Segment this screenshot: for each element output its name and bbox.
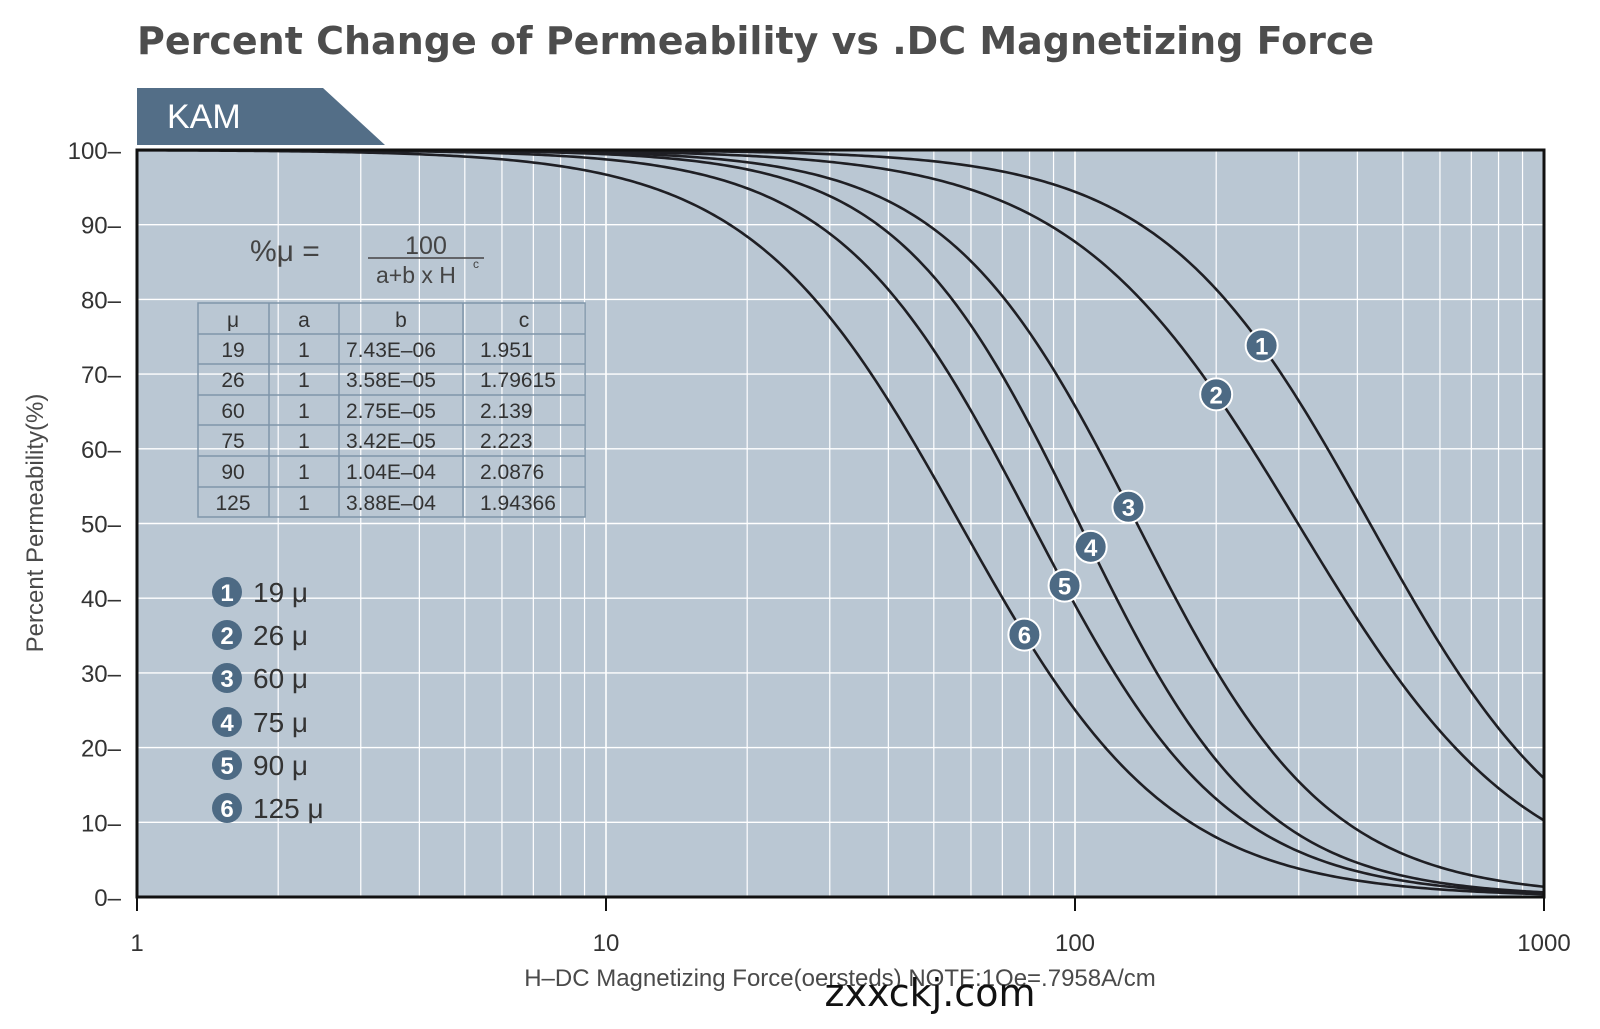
table-cell: 2.139: [480, 400, 533, 423]
table-cell: 7.43E–06: [346, 339, 436, 362]
curve-marker-number: 4: [1084, 535, 1098, 562]
formula: %μ = 100 a+b x H c: [250, 232, 484, 288]
table-cell: 3.88E–04: [346, 492, 436, 515]
table-header-cell: a: [298, 309, 310, 332]
y-axis-label: Percent Permeability(%): [22, 394, 49, 653]
formula-numerator: 100: [405, 232, 447, 260]
formula-exponent: c: [473, 257, 479, 271]
table-cell: 26: [221, 369, 244, 392]
table-cell: 75: [221, 430, 244, 453]
x-tick-label: 1000: [1517, 930, 1570, 957]
formula-lhs: %μ =: [250, 235, 320, 268]
table-cell: 1: [298, 430, 310, 453]
legend-label-4: 75 μ: [253, 707, 308, 738]
legend-badge-number: 1: [220, 580, 233, 607]
y-tick-label: 100–: [68, 138, 122, 165]
table-cell: 125: [215, 492, 250, 515]
curve-marker-3: [1111, 489, 1146, 524]
y-tick-label: 30–: [81, 661, 122, 688]
legend-label-1: 19 μ: [253, 577, 308, 608]
y-tick-label: 90–: [81, 213, 122, 240]
legend-badge-number: 2: [220, 623, 233, 650]
table-header-cell: b: [395, 309, 407, 332]
coefficient-table: μ a b c 19 1 7.43E–06 1.951 26 1 3.58E–05 1.79615 60…: [197, 302, 586, 518]
curve-marker-number: 2: [1210, 382, 1223, 409]
table-cell: 1.94366: [480, 492, 556, 515]
legend-badge-number: 4: [220, 710, 234, 737]
table-cell: 1: [298, 339, 310, 362]
table-border: [197, 302, 586, 518]
curve-marker-2: [1199, 377, 1234, 412]
kam-tag-label: KAM: [167, 98, 241, 136]
curve-marker-number: 1: [1255, 333, 1268, 360]
table-header-cell: μ: [227, 309, 239, 332]
table-cell: 1: [298, 492, 310, 515]
curve-marker-number: 5: [1058, 574, 1071, 601]
legend-badge-6: [212, 793, 242, 823]
curve-marker-4: [1073, 529, 1108, 564]
plot-frame: [135, 148, 1546, 899]
curve-marker-5: [1047, 568, 1082, 603]
legend-badge-number: 3: [220, 666, 233, 693]
y-tick-label: 20–: [81, 736, 122, 763]
legend-badge-5: [212, 750, 242, 780]
formula-denominator: a+b x H: [376, 262, 456, 288]
kam-tag-background: [137, 88, 385, 145]
legend-badge-3: [212, 663, 242, 693]
watermark: zxxckj.com: [825, 971, 1036, 1015]
table-cell: 2.75E–05: [346, 400, 436, 423]
legend-label-2: 26 μ: [253, 620, 308, 651]
table-cell: 1.04E–04: [346, 461, 436, 484]
legend-label-5: 90 μ: [253, 750, 308, 781]
y-tick-label: 70–: [81, 362, 122, 389]
table-cell: 1: [298, 369, 310, 392]
y-tick-label: 60–: [81, 437, 122, 464]
y-tick-label: 80–: [81, 287, 122, 314]
table-cell: 1: [298, 461, 310, 484]
table-cell: 3.58E–05: [346, 369, 436, 392]
x-axis-label: H–DC Magnetizing Force(oersteds) NOTE:1O…: [524, 965, 1156, 992]
legend-badge-number: 6: [220, 796, 233, 823]
table-header-cell: c: [519, 309, 530, 332]
table-cell: 3.42E–05: [346, 430, 436, 453]
legend-badge-1: [212, 577, 242, 607]
grid-lines: [137, 150, 1544, 897]
table-cell: 90: [221, 461, 244, 484]
curve-marker-number: 3: [1122, 495, 1135, 522]
curve-marker-6: [1007, 617, 1042, 652]
legend-badge-4: [212, 707, 242, 737]
x-tick-label: 10: [593, 930, 620, 957]
y-tick-label: 50–: [81, 512, 122, 539]
series-line-6: [136, 148, 1545, 896]
curve-marker-1: [1244, 328, 1279, 363]
x-axis: 1 10 100 1000: [130, 897, 1571, 957]
legend-badge-2: [212, 620, 242, 650]
legend: 1 19 μ 2 26 μ 3 60 μ 4 75 μ 5 90 μ 6 125 μ: [212, 577, 324, 824]
table-cell: 2.223: [480, 430, 533, 453]
x-tick-label: 1: [130, 930, 143, 957]
curve-marker-number: 6: [1018, 623, 1031, 650]
legend-badge-number: 5: [220, 753, 233, 780]
legend-label-6: 125 μ: [253, 793, 324, 824]
table-cell: 1.951: [480, 339, 533, 362]
table-cell: 2.0876: [480, 461, 544, 484]
y-tick-label: 10–: [81, 810, 122, 837]
table-cell: 1: [298, 400, 310, 423]
table-cell: 1.79615: [480, 369, 556, 392]
y-axis: 100– 90– 80– 70– 60– 50– 40– 30– 20– 10– 0–: [68, 138, 122, 912]
y-tick-label: 40–: [81, 586, 122, 613]
x-tick-label: 100: [1055, 930, 1095, 957]
chart-title: Percent Change of Permeability vs .DC Ma…: [137, 19, 1374, 63]
y-tick-label: 0–: [94, 885, 121, 912]
table-cell: 60: [221, 400, 244, 423]
legend-label-3: 60 μ: [253, 663, 308, 694]
table-cell: 19: [221, 339, 244, 362]
